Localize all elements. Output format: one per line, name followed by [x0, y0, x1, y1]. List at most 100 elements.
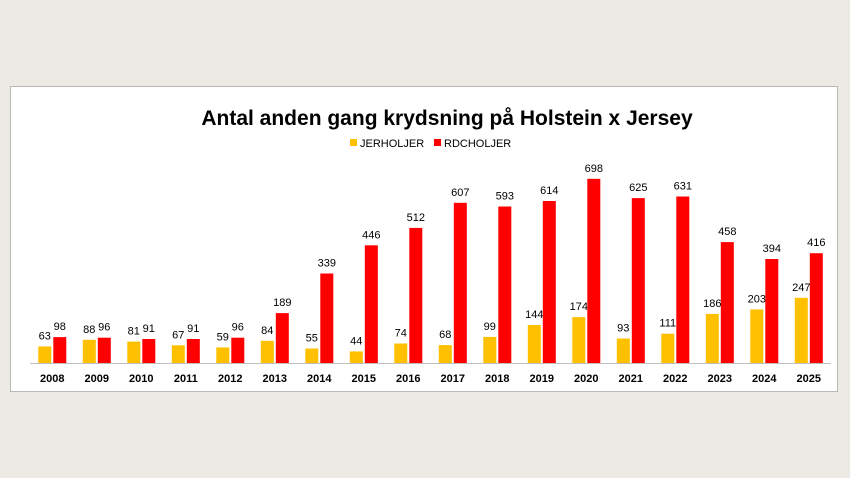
x-tick-2023: 2023 [708, 373, 732, 385]
x-tick-2022: 2022 [663, 373, 687, 385]
x-tick-2008: 2008 [40, 373, 64, 385]
data-label-jerholjer-2011: 67 [172, 329, 184, 341]
bar-jerholjer-2024 [750, 309, 764, 363]
data-label-rdcholjer-2024: 394 [763, 243, 781, 255]
bar-jerholjer-2014 [305, 348, 319, 363]
data-label-rdcholjer-2020: 698 [585, 163, 603, 175]
bar-rdcholjer-2011 [186, 339, 200, 363]
data-label-rdcholjer-2015: 446 [362, 229, 380, 241]
bar-rdcholjer-2010 [142, 339, 156, 363]
x-tick-2010: 2010 [129, 373, 153, 385]
legend-label-jerholjer: JERHOLJER [360, 138, 424, 150]
data-label-rdcholjer-2025: 416 [807, 237, 825, 249]
bar-rdcholjer-2020 [587, 178, 601, 363]
bar-jerholjer-2013 [260, 340, 274, 363]
data-label-rdcholjer-2008: 98 [54, 321, 66, 333]
bar-jerholjer-2019 [527, 325, 541, 363]
data-label-jerholjer-2021: 93 [617, 323, 629, 335]
bar-rdcholjer-2018 [498, 206, 512, 363]
bar-jerholjer-2022 [661, 333, 675, 363]
data-label-rdcholjer-2014: 339 [318, 258, 336, 270]
bar-rdcholjer-2023 [720, 242, 734, 363]
bar-jerholjer-2008 [38, 346, 52, 363]
legend: JERHOLJER RDCHOLJER [350, 138, 511, 150]
x-tick-2019: 2019 [530, 373, 554, 385]
legend-item-rdcholjer: RDCHOLJER [434, 138, 511, 150]
data-label-jerholjer-2023: 186 [703, 298, 721, 310]
data-label-rdcholjer-2016: 512 [407, 212, 425, 224]
x-tick-2014: 2014 [307, 373, 332, 385]
bar-rdcholjer-2019 [542, 201, 556, 363]
data-label-rdcholjer-2019: 614 [540, 185, 558, 197]
x-tick-labels: 2008 2009 2010 2011 2012 2013 2014 2015 2016 2017… [40, 373, 821, 385]
bar-jerholjer-2012 [216, 347, 230, 363]
legend-item-jerholjer: JERHOLJER [350, 138, 424, 150]
legend-swatch-jerholjer [350, 139, 357, 146]
data-label-jerholjer-2025: 247 [792, 282, 810, 294]
bar-rdcholjer-2008 [53, 337, 67, 363]
data-label-jerholjer-2009: 88 [83, 324, 95, 336]
x-tick-2013: 2013 [263, 373, 287, 385]
bar-chart: Antal anden gang krydsning på Holstein x… [30, 107, 831, 385]
bar-rdcholjer-2013 [275, 313, 289, 363]
x-tick-2011: 2011 [174, 373, 198, 385]
x-tick-2015: 2015 [352, 373, 376, 385]
bar-rdcholjer-2017 [453, 202, 467, 363]
bar-rdcholjer-2012 [231, 337, 245, 363]
legend-label-rdcholjer: RDCHOLJER [444, 138, 511, 150]
data-label-jerholjer-2017: 68 [439, 329, 451, 341]
data-label-rdcholjer-2009: 96 [98, 322, 110, 334]
bar-jerholjer-2018 [483, 336, 497, 363]
x-tick-2017: 2017 [441, 373, 465, 385]
data-label-jerholjer-2015: 44 [350, 335, 362, 347]
data-label-jerholjer-2022: 111 [659, 318, 676, 330]
bar-rdcholjer-2025 [809, 253, 823, 363]
data-label-rdcholjer-2012: 96 [232, 322, 244, 334]
data-label-rdcholjer-2022: 631 [674, 181, 692, 193]
data-label-jerholjer-2020: 174 [570, 301, 588, 313]
bar-rdcholjer-2021 [631, 198, 645, 363]
bar-jerholjer-2020 [572, 317, 586, 363]
data-label-jerholjer-2008: 63 [39, 330, 51, 342]
bar-jerholjer-2023 [705, 313, 719, 363]
data-label-rdcholjer-2017: 607 [451, 187, 469, 199]
data-label-rdcholjer-2023: 458 [718, 226, 736, 238]
bar-rdcholjer-2022 [676, 196, 690, 363]
data-label-jerholjer-2016: 74 [395, 328, 407, 340]
data-label-rdcholjer-2018: 593 [496, 191, 514, 203]
data-label-jerholjer-2010: 81 [128, 326, 140, 338]
chart-title: Antal anden gang krydsning på Holstein x… [201, 107, 693, 130]
x-tick-2025: 2025 [797, 373, 821, 385]
x-tick-2018: 2018 [485, 373, 509, 385]
data-label-rdcholjer-2011: 91 [187, 323, 199, 335]
data-label-jerholjer-2014: 55 [306, 333, 318, 345]
data-label-jerholjer-2019: 144 [525, 309, 543, 321]
bar-jerholjer-2016 [394, 343, 408, 363]
bar-rdcholjer-2015 [364, 245, 378, 363]
legend-swatch-rdcholjer [434, 139, 441, 146]
chart-panel: Antal anden gang krydsning på Holstein x… [10, 86, 838, 392]
bar-jerholjer-2010 [127, 341, 141, 363]
x-tick-2020: 2020 [574, 373, 598, 385]
bar-jerholjer-2009 [82, 339, 96, 363]
bar-jerholjer-2017 [438, 345, 452, 363]
data-label-rdcholjer-2013: 189 [273, 297, 291, 309]
bar-rdcholjer-2024 [765, 259, 779, 363]
x-tick-2021: 2021 [619, 373, 643, 385]
data-label-rdcholjer-2021: 625 [629, 182, 647, 194]
bar-jerholjer-2021 [616, 338, 630, 363]
bar-jerholjer-2025 [794, 297, 808, 363]
bar-jerholjer-2015 [349, 351, 363, 363]
data-label-jerholjer-2024: 203 [748, 293, 766, 305]
data-label-jerholjer-2013: 84 [261, 325, 273, 337]
x-tick-2009: 2009 [85, 373, 109, 385]
x-tick-2012: 2012 [218, 373, 242, 385]
bar-rdcholjer-2009 [97, 337, 111, 363]
data-label-jerholjer-2012: 59 [217, 331, 229, 343]
x-tick-2024: 2024 [752, 373, 777, 385]
bar-rdcholjer-2014 [320, 273, 334, 363]
data-label-jerholjer-2018: 99 [484, 321, 496, 333]
data-label-rdcholjer-2010: 91 [143, 323, 155, 335]
bar-rdcholjer-2016 [409, 227, 423, 363]
